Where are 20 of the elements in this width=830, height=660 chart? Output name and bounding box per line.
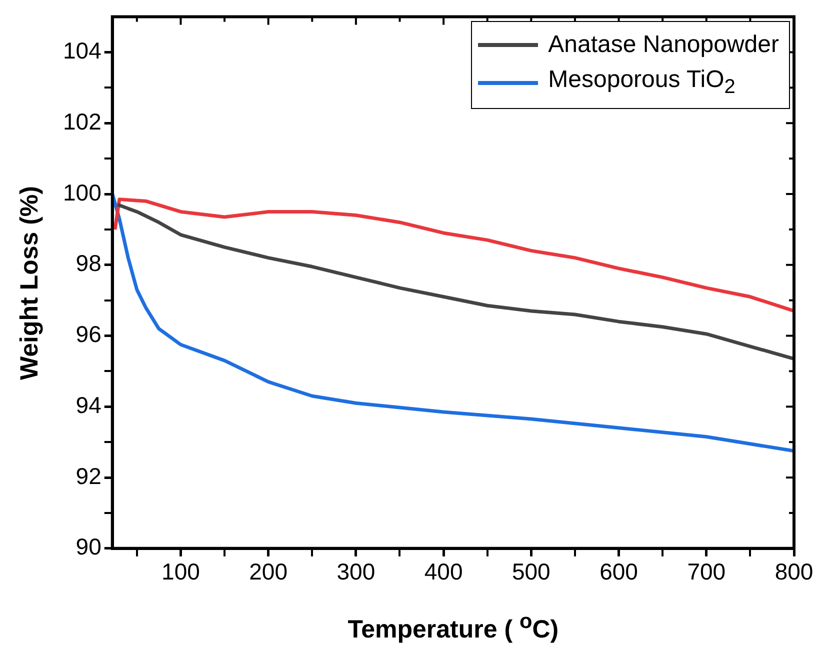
- x-axis-title: Temperature ( $^{o}$C): [348, 610, 559, 645]
- x-tick-label: 500: [512, 558, 550, 585]
- y-tick-label: 90: [76, 534, 102, 560]
- y-axis-title: Weight Loss (%): [16, 186, 44, 380]
- x-tick-label: 200: [249, 558, 288, 585]
- y-tick-label: 102: [63, 108, 102, 134]
- x-tick-label: 300: [336, 558, 376, 585]
- x-tick-label: 700: [687, 558, 726, 585]
- x-tick-label: 600: [600, 558, 638, 585]
- x-tick-label: 400: [424, 558, 463, 585]
- legend-label: Anatase Nanopowder: [548, 30, 779, 59]
- y-tick-label: 98: [76, 250, 102, 276]
- x-tick-label: 800: [774, 558, 814, 585]
- y-tick-label: 92: [76, 462, 102, 489]
- y-tick-label: 100: [63, 179, 102, 206]
- y-tick-label: 96: [76, 321, 102, 348]
- legend-label: Mesoporous TiO$_{2}$: [548, 66, 736, 100]
- y-tick-label: 94: [76, 392, 102, 418]
- x-tick-label: 100: [162, 558, 200, 585]
- y-tick-label: 104: [63, 38, 102, 64]
